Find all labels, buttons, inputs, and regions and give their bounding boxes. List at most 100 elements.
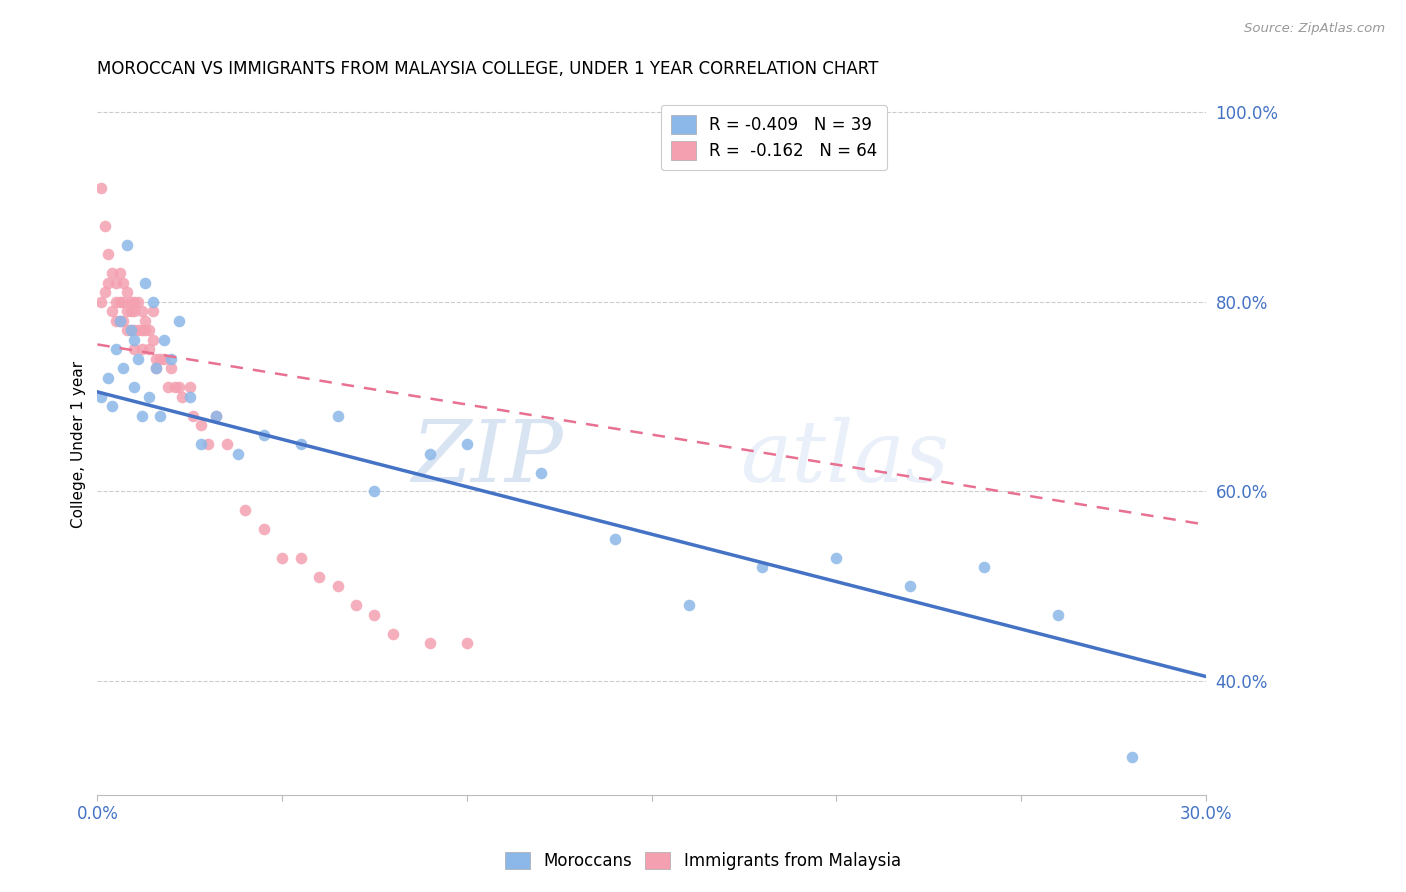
Point (308, 570, 330, 584)
Point (120, 323, 142, 337)
Point (134, 276, 156, 290)
Point (456, 437, 478, 451)
Point (115, 323, 138, 337)
Text: MOROCCAN VS IMMIGRANTS FROM MALAYSIA COLLEGE, UNDER 1 YEAR CORRELATION CHART: MOROCCAN VS IMMIGRANTS FROM MALAYSIA COL… (97, 60, 879, 78)
Legend: Moroccans, Immigrants from Malaysia: Moroccans, Immigrants from Malaysia (498, 845, 908, 877)
Point (156, 380, 179, 394)
Point (108, 266, 131, 280)
Point (112, 314, 135, 328)
Point (204, 409, 226, 423)
Point (120, 294, 142, 309)
Point (145, 361, 167, 376)
Point (179, 380, 201, 394)
Point (120, 304, 142, 318)
Point (131, 323, 153, 337)
Point (134, 323, 156, 337)
Point (138, 390, 160, 404)
Point (190, 437, 212, 451)
Point (101, 266, 124, 280)
Point (104, 314, 127, 328)
Point (142, 294, 165, 309)
Legend: R = -0.409   N = 39, R =  -0.162   N = 64: R = -0.409 N = 39, R = -0.162 N = 64 (661, 105, 887, 170)
Point (163, 380, 186, 394)
Point (363, 607, 385, 622)
Point (138, 342, 160, 356)
Text: Source: ZipAtlas.com: Source: ZipAtlas.com (1244, 22, 1385, 36)
Point (124, 380, 146, 394)
Point (271, 550, 294, 565)
Point (160, 351, 183, 366)
Point (326, 579, 349, 593)
Point (603, 532, 626, 546)
Point (252, 523, 274, 537)
Point (252, 427, 274, 442)
Point (93, 219, 115, 233)
Point (530, 466, 553, 480)
Point (120, 323, 142, 337)
Point (124, 342, 146, 356)
Point (233, 503, 256, 517)
Point (678, 599, 700, 613)
Point (419, 636, 441, 650)
Point (363, 484, 385, 499)
Point (104, 342, 127, 356)
Point (142, 333, 165, 347)
Point (1121, 750, 1143, 764)
Point (149, 409, 172, 423)
Point (167, 380, 190, 394)
Point (973, 560, 995, 574)
Point (115, 237, 138, 252)
Point (215, 437, 238, 451)
Point (344, 599, 367, 613)
Point (226, 446, 249, 460)
Point (112, 276, 135, 290)
Point (134, 314, 156, 328)
Point (97, 247, 120, 261)
Point (115, 285, 138, 300)
Point (127, 323, 149, 337)
Point (172, 390, 194, 404)
Point (145, 361, 167, 376)
Point (145, 351, 167, 366)
Point (381, 627, 404, 641)
Y-axis label: College, Under 1 year: College, Under 1 year (72, 360, 86, 527)
Point (160, 361, 183, 376)
Point (138, 323, 160, 337)
Point (112, 294, 135, 309)
Point (326, 409, 349, 423)
Point (153, 333, 176, 347)
Point (104, 276, 127, 290)
Point (131, 342, 153, 356)
Point (124, 323, 146, 337)
Point (751, 560, 773, 574)
Point (127, 294, 149, 309)
Point (101, 399, 124, 413)
Point (93, 285, 115, 300)
Point (124, 294, 146, 309)
Point (90, 294, 112, 309)
Point (131, 409, 153, 423)
Point (131, 304, 153, 318)
Point (179, 390, 201, 404)
Point (115, 304, 138, 318)
Point (183, 409, 205, 423)
Point (419, 446, 441, 460)
Point (290, 550, 312, 565)
Point (898, 579, 921, 593)
Point (204, 409, 226, 423)
Point (1046, 607, 1069, 622)
Point (108, 314, 131, 328)
Point (112, 361, 135, 376)
Point (97, 276, 120, 290)
Point (167, 314, 190, 328)
Point (197, 437, 219, 451)
Point (108, 294, 131, 309)
Point (124, 304, 146, 318)
Point (127, 351, 149, 366)
Point (825, 550, 848, 565)
Point (97, 370, 120, 384)
Point (90, 390, 112, 404)
Point (124, 333, 146, 347)
Point (290, 437, 312, 451)
Text: ZIP: ZIP (411, 417, 562, 500)
